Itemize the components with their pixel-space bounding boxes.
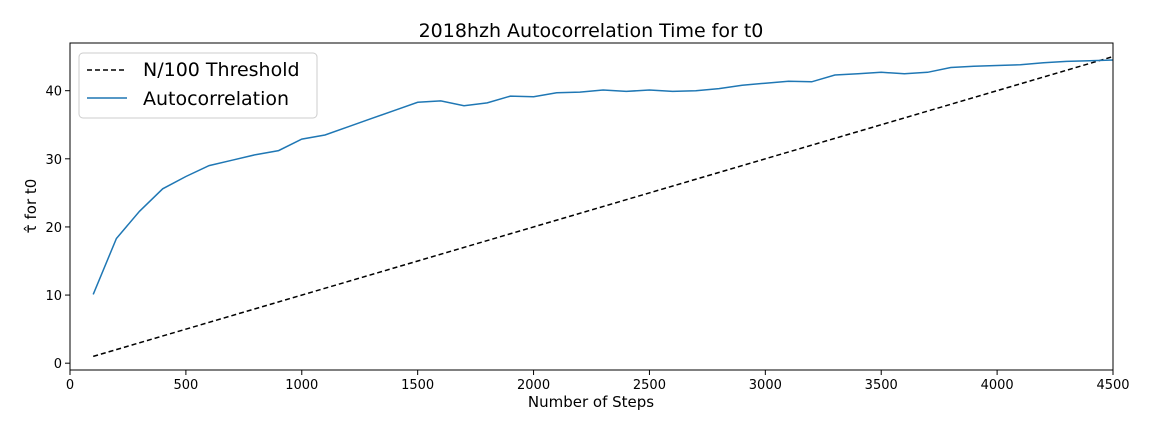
x-tick-label: 2500 xyxy=(633,378,666,393)
x-tick-label: 0 xyxy=(66,378,74,393)
x-axis-ticks: 0 500 1000 1500 2000 2500 3000 3500 4000 4500 xyxy=(66,370,1130,393)
x-tick-label: 3500 xyxy=(865,378,898,393)
y-axis-label: τ̂ for t0 xyxy=(22,179,40,234)
series-line-autocorrelation xyxy=(92,59,1114,295)
y-tick-label: 30 xyxy=(45,153,62,168)
plot-area xyxy=(69,42,1114,371)
x-tick-label: 1500 xyxy=(401,378,434,393)
legend-label-threshold: N/100 Threshold xyxy=(143,59,300,81)
y-tick-label: 20 xyxy=(45,221,62,236)
y-tick-label: 10 xyxy=(45,289,62,304)
series-layer xyxy=(92,55,1114,358)
plot-frame xyxy=(69,42,1114,371)
legend-box xyxy=(78,52,318,119)
x-axis-label: Number of Steps xyxy=(528,393,654,411)
y-axis-ticks: 0 10 20 30 40 xyxy=(45,85,70,372)
x-tick-label: 3000 xyxy=(749,378,782,393)
y-tick-label: 40 xyxy=(45,85,62,100)
x-tick-label: 2000 xyxy=(517,378,550,393)
legend: N/100 Threshold Autocorrelation xyxy=(78,52,318,119)
series-line-n-100-threshold xyxy=(92,55,1114,358)
x-tick-label: 1000 xyxy=(285,378,318,393)
x-tick-label: 4500 xyxy=(1096,378,1129,393)
chart-title: 2018hzh Autocorrelation Time for t0 xyxy=(419,20,764,42)
x-tick-label: 4000 xyxy=(981,378,1014,393)
legend-label-autocorrelation: Autocorrelation xyxy=(143,88,289,110)
x-tick-label: 500 xyxy=(173,378,198,393)
y-tick-label: 0 xyxy=(54,357,62,372)
